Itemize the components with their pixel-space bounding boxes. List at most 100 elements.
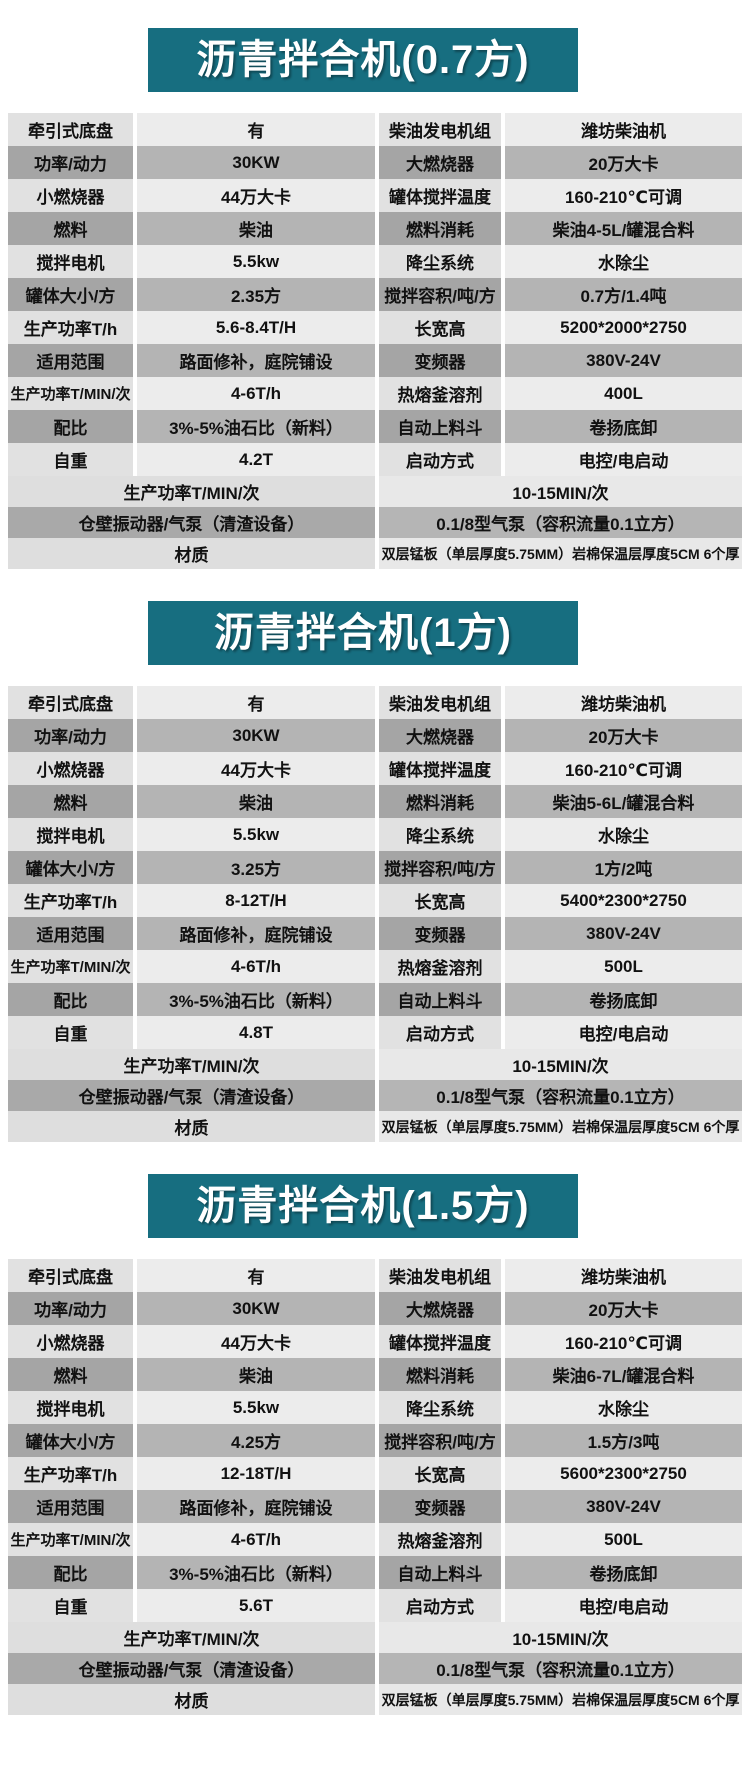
- spec-rows: 牵引式底盘 有 柴油发电机组 潍坊柴油机 功率/动力 30KW 大燃烧器 20万…: [8, 1259, 742, 1622]
- spec-value-cell: 20万大卡: [505, 146, 742, 179]
- spec-label-cell: 材质: [8, 538, 375, 569]
- table-row: 配比 3%-5%油石比（新料） 自动上料斗 卷扬底卸: [8, 983, 742, 1016]
- spec-value-cell: 160-210℃可调: [505, 752, 742, 785]
- spec-value-cell: 160-210℃可调: [505, 1325, 742, 1358]
- spec-label-cell: 燃料消耗: [379, 212, 501, 245]
- table-row: 生产功率T/MIN/次 4-6T/h 热熔釜溶剂 500L: [8, 1523, 742, 1556]
- spec-label-cell: 适用范围: [8, 1490, 133, 1523]
- spec-label-cell: 适用范围: [8, 344, 133, 377]
- spec-label-cell: 大燃烧器: [379, 146, 501, 179]
- spec-value-cell: 5400*2300*2750: [505, 884, 742, 917]
- spec-label-cell: 搅拌容积/吨/方: [379, 851, 501, 884]
- spec-label-cell: 生产功率T/MIN/次: [8, 377, 133, 410]
- spec-label-cell: 自重: [8, 443, 133, 476]
- spec-label-cell: 仓壁振动器/气泵（清渣设备）: [8, 507, 375, 538]
- table-span-row: 仓壁振动器/气泵（清渣设备） 0.1/8型气泵（容积流量0.1立方）: [8, 1653, 742, 1684]
- table-row: 燃料 柴油 燃料消耗 柴油6-7L/罐混合料: [8, 1358, 742, 1391]
- section-title-banner: 沥青拌合机(0.7方): [148, 28, 578, 92]
- spec-value-cell: 30KW: [137, 146, 375, 179]
- spec-label-cell: 材质: [8, 1684, 375, 1715]
- spec-label-cell: 大燃烧器: [379, 719, 501, 752]
- spec-label-cell: 牵引式底盘: [8, 686, 133, 719]
- spec-value-cell: 电控/电启动: [505, 443, 742, 476]
- spec-value-cell: 4.2T: [137, 443, 375, 476]
- product-section-0-7: 沥青拌合机(0.7方) 牵引式底盘 有 柴油发电机组 潍坊柴油机 功率/动力 3…: [0, 28, 750, 569]
- spec-label-cell: 燃料: [8, 785, 133, 818]
- spec-value-cell: 400L: [505, 377, 742, 410]
- spec-value-cell: 44万大卡: [137, 179, 375, 212]
- spec-label-cell: 自重: [8, 1589, 133, 1622]
- spec-table: 牵引式底盘 有 柴油发电机组 潍坊柴油机 功率/动力 30KW 大燃烧器 20万…: [8, 686, 742, 1142]
- table-span-row: 材质 双层锰板（单层厚度5.75MM）岩棉保温层厚度5CM 6个厚: [8, 1111, 742, 1142]
- spec-value-cell: 潍坊柴油机: [505, 113, 742, 146]
- table-span-row: 生产功率T/MIN/次 10-15MIN/次: [8, 476, 742, 507]
- spec-span-rows: 生产功率T/MIN/次 10-15MIN/次 仓壁振动器/气泵（清渣设备） 0.…: [8, 1622, 742, 1715]
- spec-value-cell: 有: [137, 113, 375, 146]
- spec-value-cell: 12-18T/H: [137, 1457, 375, 1490]
- spec-label-cell: 罐体搅拌温度: [379, 1325, 501, 1358]
- spec-label-cell: 搅拌容积/吨/方: [379, 1424, 501, 1457]
- spec-label-cell: 小燃烧器: [8, 179, 133, 212]
- spec-label-cell: 罐体大小/方: [8, 1424, 133, 1457]
- spec-label-cell: 配比: [8, 1556, 133, 1589]
- spec-value-cell: 1.5方/3吨: [505, 1424, 742, 1457]
- spec-label-cell: 热熔釜溶剂: [379, 1523, 501, 1556]
- table-row: 自重 4.2T 启动方式 电控/电启动: [8, 443, 742, 476]
- spec-label-cell: 生产功率T/MIN/次: [8, 476, 375, 507]
- section-title-banner: 沥青拌合机(1.5方): [148, 1174, 578, 1238]
- table-row: 适用范围 路面修补，庭院铺设 变频器 380V-24V: [8, 1490, 742, 1523]
- spec-value-cell: 潍坊柴油机: [505, 686, 742, 719]
- spec-value-cell: 10-15MIN/次: [379, 1622, 742, 1653]
- spec-value-cell: 2.35方: [137, 278, 375, 311]
- section-title-banner: 沥青拌合机(1方): [148, 601, 578, 665]
- spec-value-cell: 有: [137, 686, 375, 719]
- spec-value-cell: 160-210℃可调: [505, 179, 742, 212]
- spec-span-rows: 生产功率T/MIN/次 10-15MIN/次 仓壁振动器/气泵（清渣设备） 0.…: [8, 1049, 742, 1142]
- spec-value-cell: 水除尘: [505, 245, 742, 278]
- spec-value-cell: 4-6T/h: [137, 377, 375, 410]
- spec-label-cell: 仓壁振动器/气泵（清渣设备）: [8, 1080, 375, 1111]
- table-row: 小燃烧器 44万大卡 罐体搅拌温度 160-210℃可调: [8, 179, 742, 212]
- spec-label-cell: 变频器: [379, 917, 501, 950]
- table-row: 罐体大小/方 3.25方 搅拌容积/吨/方 1方/2吨: [8, 851, 742, 884]
- spec-label-cell: 牵引式底盘: [8, 1259, 133, 1292]
- spec-value-cell: 0.7方/1.4吨: [505, 278, 742, 311]
- table-row: 适用范围 路面修补，庭院铺设 变频器 380V-24V: [8, 344, 742, 377]
- product-section-1: 沥青拌合机(1方) 牵引式底盘 有 柴油发电机组 潍坊柴油机 功率/动力 30K…: [0, 601, 750, 1142]
- table-row: 生产功率T/MIN/次 4-6T/h 热熔釜溶剂 400L: [8, 377, 742, 410]
- spec-label-cell: 仓壁振动器/气泵（清渣设备）: [8, 1653, 375, 1684]
- table-row: 功率/动力 30KW 大燃烧器 20万大卡: [8, 146, 742, 179]
- spec-value-cell: 有: [137, 1259, 375, 1292]
- spec-value-cell: 500L: [505, 1523, 742, 1556]
- table-row: 生产功率T/h 5.6-8.4T/H 长宽高 5200*2000*2750: [8, 311, 742, 344]
- table-row: 燃料 柴油 燃料消耗 柴油4-5L/罐混合料: [8, 212, 742, 245]
- spec-label-cell: 生产功率T/h: [8, 311, 133, 344]
- spec-label-cell: 降尘系统: [379, 818, 501, 851]
- spec-value-cell: 双层锰板（单层厚度5.75MM）岩棉保温层厚度5CM 6个厚: [379, 538, 742, 569]
- spec-label-cell: 牵引式底盘: [8, 113, 133, 146]
- spec-label-cell: 燃料消耗: [379, 1358, 501, 1391]
- table-row: 小燃烧器 44万大卡 罐体搅拌温度 160-210℃可调: [8, 752, 742, 785]
- table-span-row: 生产功率T/MIN/次 10-15MIN/次: [8, 1049, 742, 1080]
- table-row: 搅拌电机 5.5kw 降尘系统 水除尘: [8, 245, 742, 278]
- spec-label-cell: 热熔釜溶剂: [379, 377, 501, 410]
- spec-label-cell: 小燃烧器: [8, 1325, 133, 1358]
- spec-label-cell: 生产功率T/MIN/次: [8, 1622, 375, 1653]
- spec-label-cell: 功率/动力: [8, 146, 133, 179]
- spec-value-cell: 电控/电启动: [505, 1016, 742, 1049]
- spec-value-cell: 水除尘: [505, 1391, 742, 1424]
- spec-value-cell: 5600*2300*2750: [505, 1457, 742, 1490]
- spec-value-cell: 柴油4-5L/罐混合料: [505, 212, 742, 245]
- spec-value-cell: 5.5kw: [137, 818, 375, 851]
- spec-table: 牵引式底盘 有 柴油发电机组 潍坊柴油机 功率/动力 30KW 大燃烧器 20万…: [8, 113, 742, 569]
- spec-value-cell: 44万大卡: [137, 1325, 375, 1358]
- spec-value-cell: 3%-5%油石比（新料）: [137, 1556, 375, 1589]
- spec-value-cell: 380V-24V: [505, 1490, 742, 1523]
- table-row: 配比 3%-5%油石比（新料） 自动上料斗 卷扬底卸: [8, 410, 742, 443]
- spec-label-cell: 罐体搅拌温度: [379, 752, 501, 785]
- table-row: 适用范围 路面修补，庭院铺设 变频器 380V-24V: [8, 917, 742, 950]
- table-row: 搅拌电机 5.5kw 降尘系统 水除尘: [8, 818, 742, 851]
- spec-label-cell: 罐体大小/方: [8, 851, 133, 884]
- spec-label-cell: 搅拌电机: [8, 818, 133, 851]
- spec-value-cell: 柴油: [137, 1358, 375, 1391]
